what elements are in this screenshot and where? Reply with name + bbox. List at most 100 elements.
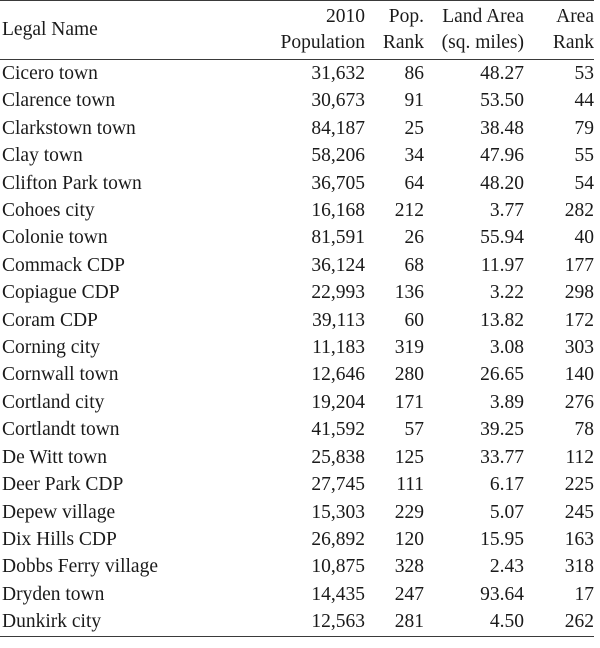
cell-population: 11,183: [312, 337, 365, 359]
cell-pop-rank: 229: [394, 501, 424, 523]
cell-population: 31,632: [311, 63, 365, 84]
cell-legal-name: Dunkirk city: [2, 611, 102, 633]
table-row: Clarkstown town 84,187 25 38.48 79: [0, 115, 594, 142]
table-row: Dobbs Ferry village 10,875 328 2.43 318: [0, 553, 594, 580]
cell-area-rank: 79: [574, 117, 595, 139]
cell-population: 25,838: [311, 446, 365, 468]
cell-legal-name: Dryden town: [2, 583, 105, 605]
cell-pop-rank: 171: [394, 391, 424, 413]
cell-pop-rank: 26: [404, 227, 425, 249]
header-population-line2: Population: [280, 32, 365, 53]
header-land-area-line1: Land Area: [442, 6, 524, 27]
cell-area-rank: 55: [574, 145, 595, 167]
cell-legal-name: Commack CDP: [2, 254, 125, 276]
table-row: Cortlandt town 41,592 57 39.25 78: [0, 416, 594, 443]
cell-pop-rank: 120: [394, 528, 424, 550]
cell-land-area: 26.65: [480, 364, 524, 386]
header-land-area: Land Area (sq. miles): [424, 1, 524, 60]
cell-area-rank: 40: [574, 227, 595, 249]
cell-legal-name: Coram CDP: [2, 309, 98, 331]
cell-pop-rank: 328: [394, 556, 424, 578]
cell-land-area: 53.50: [480, 90, 524, 112]
cell-legal-name: Cornwall town: [2, 364, 119, 386]
table-row: Dryden town 14,435 247 93.64 17: [0, 581, 594, 608]
cell-population: 30,673: [311, 90, 365, 112]
cell-population: 14,435: [311, 583, 365, 605]
cell-land-area: 93.64: [480, 583, 524, 605]
table-body: Cicero town 31,632 86 48.27 53 Clarence town 3…: [0, 60, 594, 637]
table-row: De Witt town 25,838 125 33.77 112: [0, 444, 594, 471]
cell-area-rank: 177: [564, 254, 594, 276]
table-row: Dunkirk city 12,563 281 4.50 262: [0, 608, 594, 637]
cell-pop-rank: 247: [394, 583, 424, 605]
cell-legal-name: Cortlandt town: [2, 419, 120, 441]
cell-pop-rank: 125: [394, 446, 424, 468]
cell-pop-rank: 280: [394, 364, 424, 386]
cell-pop-rank: 64: [404, 172, 425, 194]
header-row: Legal Name 2010 Population Pop. Rank Lan…: [0, 0, 594, 60]
cell-legal-name: Copiague CDP: [2, 282, 120, 304]
cell-land-area: 39.25: [480, 419, 524, 441]
cell-population: 36,705: [311, 172, 365, 194]
cell-land-area: 2.43: [489, 556, 524, 578]
cell-area-rank: 112: [565, 446, 594, 468]
cell-population: 27,745: [311, 474, 365, 496]
cell-legal-name: Depew village: [2, 501, 116, 523]
cell-area-rank: 44: [574, 90, 595, 112]
cell-population: 10,875: [311, 556, 365, 578]
cell-area-rank: 163: [564, 528, 594, 550]
cell-land-area: 3.89: [489, 391, 524, 413]
cell-legal-name: Cortland city: [2, 391, 105, 413]
header-area-rank-line2: Rank: [552, 32, 594, 53]
cell-legal-name: Deer Park CDP: [2, 474, 124, 496]
cell-area-rank: 172: [564, 309, 594, 331]
cell-area-rank: 303: [564, 337, 594, 359]
header-pop-rank: Pop. Rank: [365, 1, 424, 60]
cell-area-rank: 245: [564, 501, 594, 523]
cell-population: 22,993: [311, 282, 365, 304]
cell-legal-name: De Witt town: [2, 446, 108, 468]
cell-land-area: 6.17: [489, 474, 524, 496]
cell-legal-name: Clifton Park town: [2, 172, 142, 194]
cell-area-rank: 262: [564, 611, 594, 633]
cell-legal-name: Corning city: [2, 337, 101, 359]
cell-pop-rank: 136: [394, 282, 424, 304]
cell-legal-name: Colonie town: [2, 227, 108, 249]
table-row: Copiague CDP 22,993 136 3.22 298: [0, 279, 594, 306]
cell-legal-name: Dobbs Ferry village: [2, 556, 158, 578]
cell-legal-name: Dix Hills CDP: [2, 528, 117, 550]
cell-population: 41,592: [311, 419, 365, 441]
cell-population: 39,113: [312, 309, 365, 331]
cell-land-area: 15.95: [480, 528, 524, 550]
cell-area-rank: 78: [574, 419, 595, 441]
header-population: 2010 Population: [240, 1, 365, 60]
cell-land-area: 55.94: [480, 227, 524, 249]
cell-legal-name: Clay town: [2, 145, 83, 167]
cell-population: 26,892: [311, 528, 365, 550]
header-area-rank-line1: Area: [556, 6, 594, 27]
cell-land-area: 3.08: [489, 337, 524, 359]
population-table: Legal Name 2010 Population Pop. Rank Lan…: [0, 0, 594, 637]
cell-pop-rank: 111: [396, 474, 424, 496]
cell-pop-rank: 25: [404, 117, 425, 139]
cell-land-area: 11.97: [480, 254, 524, 276]
cell-population: 81,591: [311, 227, 365, 249]
cell-pop-rank: 86: [404, 63, 425, 84]
cell-population: 84,187: [311, 117, 365, 139]
table-row: Deer Park CDP 27,745 111 6.17 225: [0, 471, 594, 498]
cell-legal-name: Clarkstown town: [2, 117, 136, 139]
cell-pop-rank: 57: [404, 419, 425, 441]
cell-area-rank: 276: [564, 391, 594, 413]
cell-land-area: 33.77: [480, 446, 524, 468]
cell-pop-rank: 281: [394, 611, 424, 633]
cell-pop-rank: 60: [404, 309, 425, 331]
table-row: Commack CDP 36,124 68 11.97 177: [0, 252, 594, 279]
cell-area-rank: 140: [564, 364, 594, 386]
cell-population: 19,204: [311, 391, 365, 413]
cell-land-area: 48.27: [480, 63, 524, 84]
table-header: Legal Name 2010 Population Pop. Rank Lan…: [0, 0, 594, 60]
cell-pop-rank: 34: [404, 145, 425, 167]
header-land-area-line2: (sq. miles): [441, 32, 524, 53]
cell-land-area: 3.77: [489, 200, 524, 222]
cell-pop-rank: 68: [404, 254, 425, 276]
